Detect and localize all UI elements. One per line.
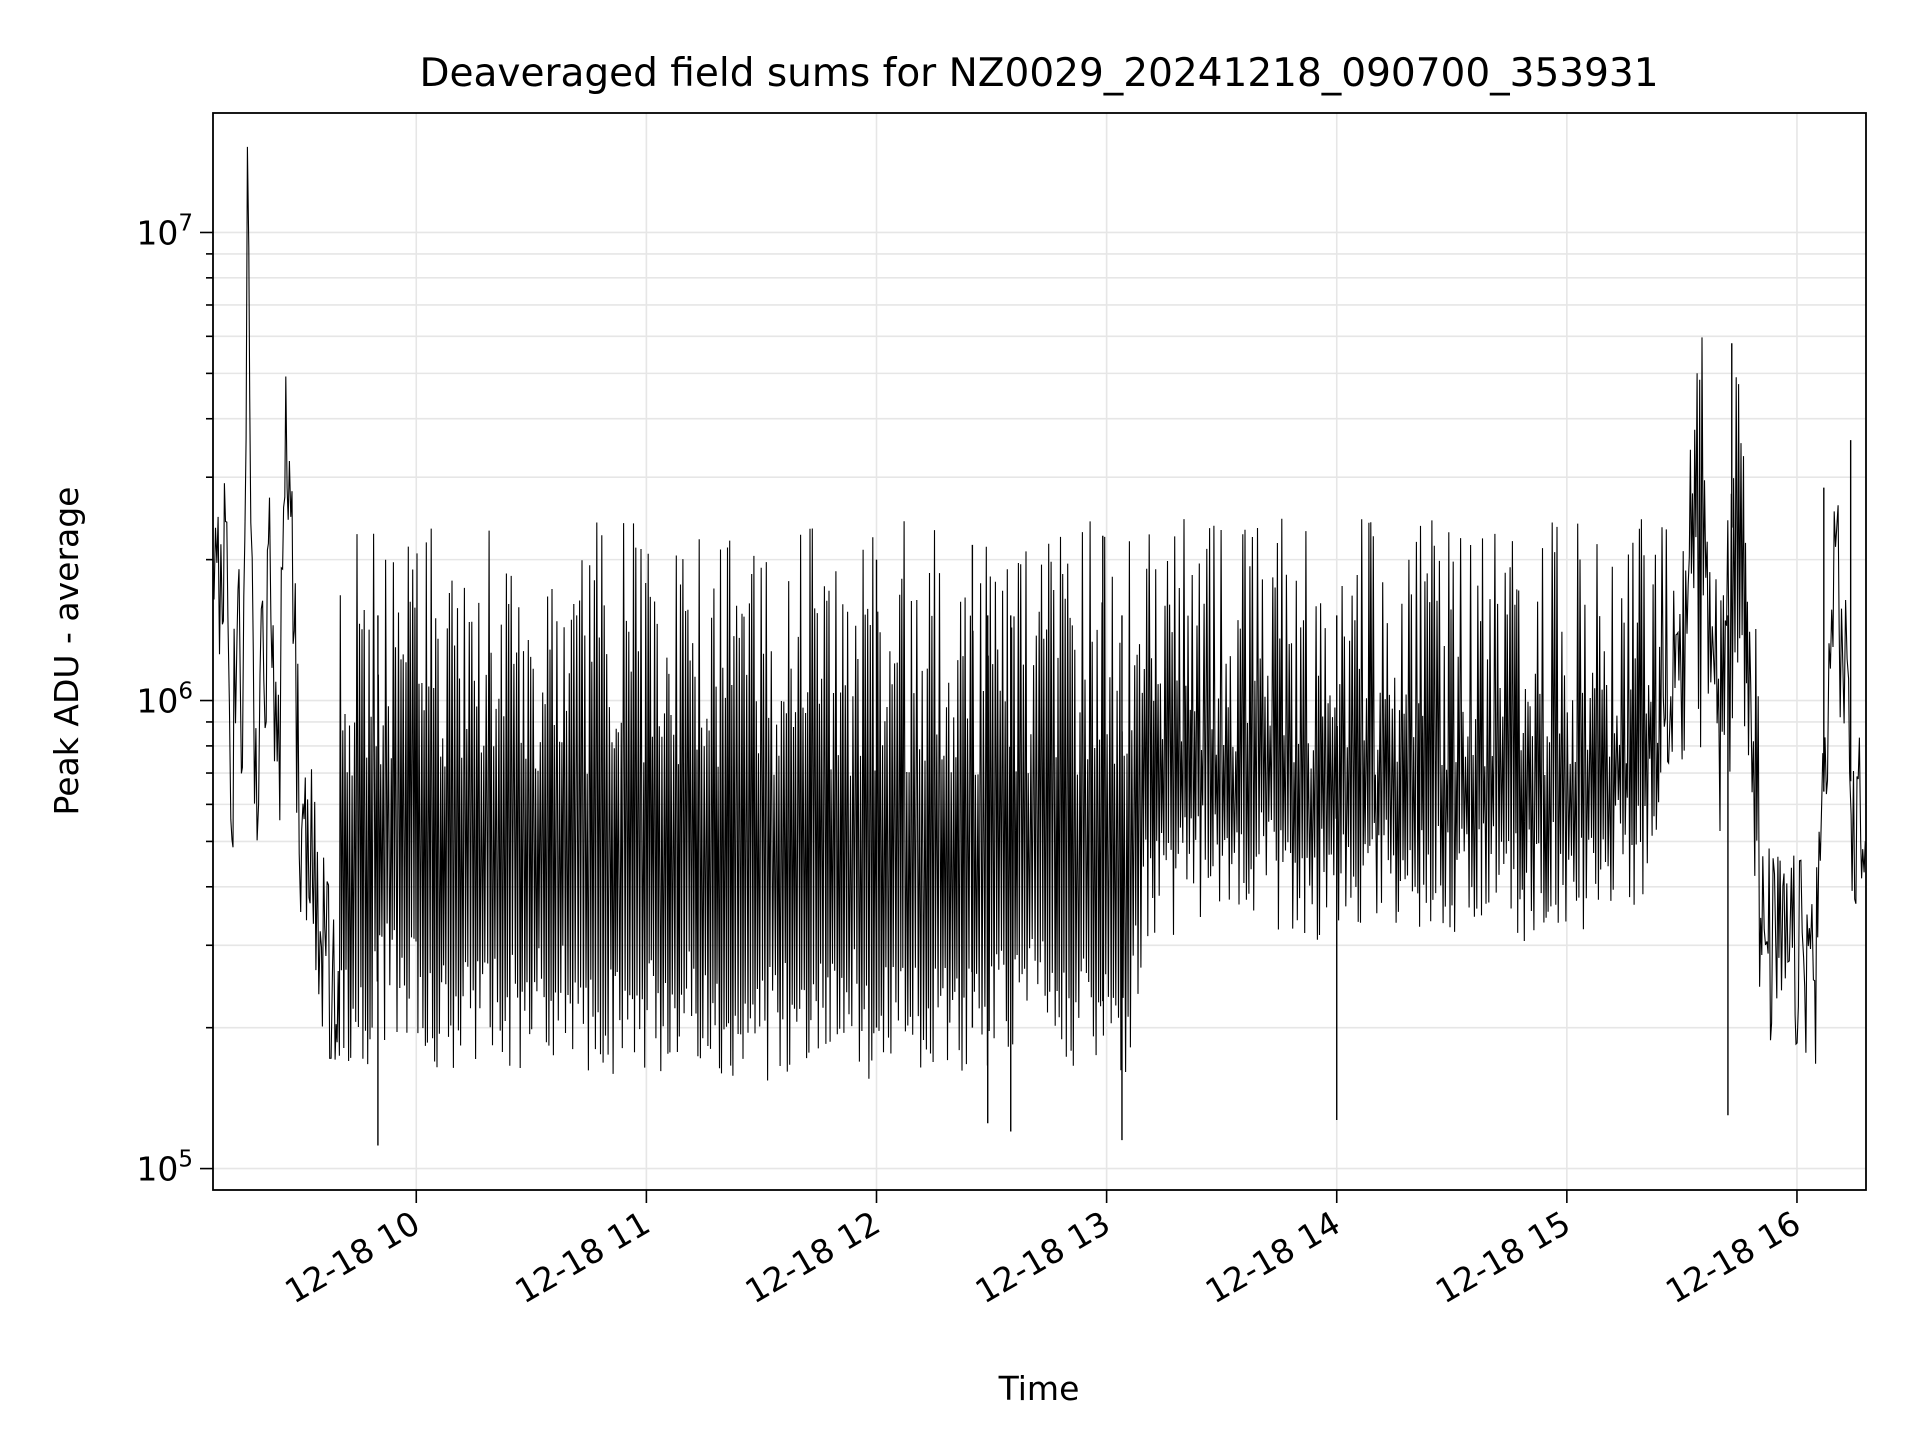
x-tick-label: 12-18 12 [739, 1203, 887, 1311]
data-layer [212, 146, 1866, 1146]
x-tick-label: 12-18 10 [278, 1203, 426, 1311]
x-tick-label: 12-18 15 [1429, 1203, 1577, 1311]
y-axis-label: Peak ADU - average [47, 487, 86, 816]
data-line [212, 146, 1866, 1081]
y-tick-label: 106 [136, 679, 193, 721]
y-tick-label: 105 [136, 1147, 193, 1189]
chart-title: Deaveraged field sums for NZ0029_2024121… [419, 51, 1658, 96]
plot-frame [212, 112, 1867, 1191]
x-tick-label: 12-18 14 [1199, 1203, 1347, 1311]
y-tick-label: 107 [136, 210, 193, 252]
x-axis-label: Time [998, 1369, 1080, 1408]
x-tick-label: 12-18 11 [508, 1203, 656, 1311]
x-tick-label: 12-18 16 [1659, 1203, 1807, 1311]
x-tick-label: 12-18 13 [969, 1203, 1117, 1311]
